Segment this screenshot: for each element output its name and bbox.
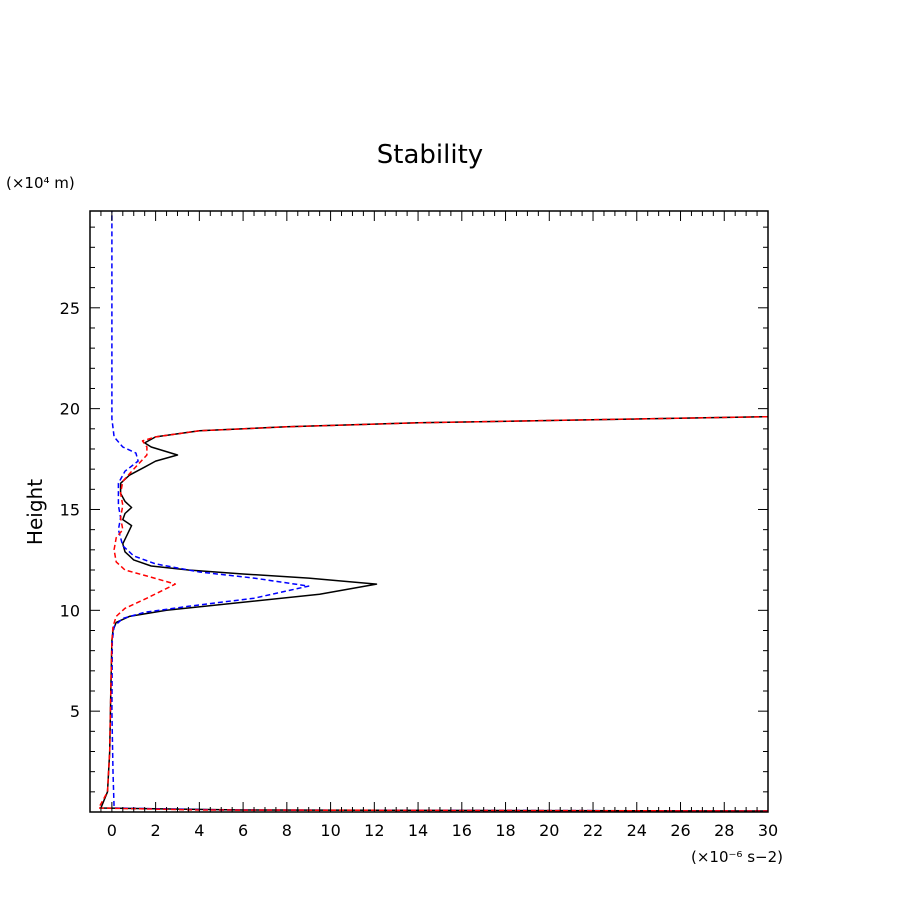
x-tick-label: 18	[495, 821, 515, 840]
x-tick-label: 16	[452, 821, 472, 840]
y-unit-label: (×10⁴ m)	[6, 174, 75, 192]
series-line-3	[97, 415, 768, 812]
x-tick-label: 30	[758, 821, 778, 840]
x-tick-label: 24	[627, 821, 647, 840]
x-tick-label: 2	[151, 821, 161, 840]
plot-frame	[89, 210, 769, 813]
x-tick-label: 12	[364, 821, 384, 840]
x-tick-label: 10	[320, 821, 340, 840]
y-tick-label: 20	[60, 400, 80, 419]
y-tick-label: 10	[60, 601, 80, 620]
x-tick-label: 22	[583, 821, 603, 840]
x-tick-label: 0	[107, 821, 117, 840]
series-line-2	[111, 211, 768, 812]
y-tick-label: 15	[60, 500, 80, 519]
x-tick-label: 28	[714, 821, 734, 840]
x-tick-label: 20	[539, 821, 559, 840]
chart-title: Stability	[377, 140, 483, 170]
x-tick-label: 14	[408, 821, 428, 840]
x-tick-label: 6	[238, 821, 248, 840]
series-line-1	[100, 415, 768, 812]
x-tick-label: 4	[194, 821, 204, 840]
x-tick-label: 8	[282, 821, 292, 840]
y-tick-label: 5	[70, 702, 80, 721]
y-tick-label: 25	[60, 299, 80, 318]
series-layer	[97, 211, 768, 812]
x-unit-label: (×10⁻⁶ s−2)	[691, 848, 783, 866]
x-tick-label: 26	[670, 821, 690, 840]
y-axis-label: Height	[23, 479, 47, 545]
